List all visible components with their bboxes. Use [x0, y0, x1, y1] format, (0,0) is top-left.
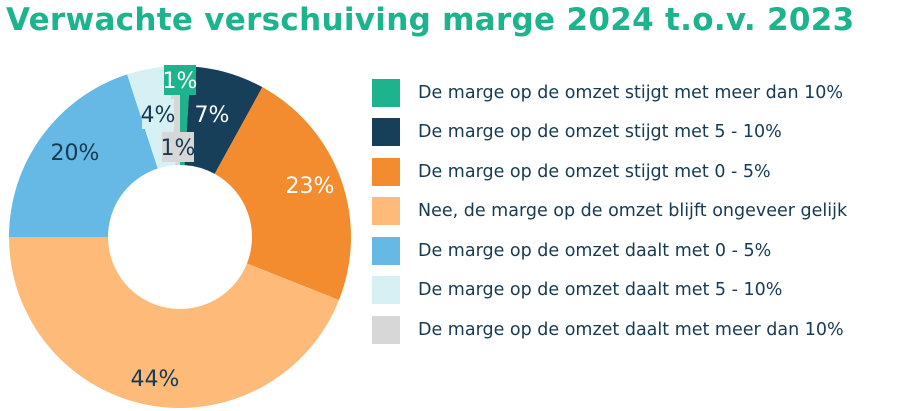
- legend-label: De marge op de omzet daalt met 0 - 5%: [418, 240, 772, 261]
- legend-item: Nee, de marge op de omzet blijft ongevee…: [372, 192, 847, 232]
- data-label: 1%: [163, 69, 198, 94]
- legend-swatch: [372, 118, 400, 147]
- legend-item: De marge op de omzet stijgt met 0 - 5%: [372, 152, 847, 192]
- legend-item: De marge op de omzet daalt met meer dan …: [372, 310, 847, 350]
- data-label-box: [164, 65, 196, 95]
- slice-3: [8, 237, 339, 409]
- data-label: 7%: [195, 103, 230, 128]
- slice-2: [214, 87, 352, 300]
- legend-swatch: [372, 157, 400, 186]
- legend-swatch: [372, 276, 400, 305]
- legend-label: De marge op de omzet stijgt met 0 - 5%: [418, 161, 771, 182]
- chart-title: Verwachte verschuiving marge 2024 t.o.v.…: [6, 2, 855, 38]
- legend-label: De marge op de omzet stijgt met meer dan…: [418, 82, 844, 103]
- legend-swatch: [372, 197, 400, 226]
- slice-1: [184, 66, 263, 174]
- data-label-box: [142, 99, 174, 129]
- slice-4: [9, 74, 158, 237]
- data-label: 1%: [161, 136, 196, 161]
- data-label: 44%: [131, 367, 180, 392]
- legend-swatch: [372, 315, 400, 344]
- legend-label: De marge op de omzet stijgt met 5 - 10%: [418, 122, 782, 143]
- data-label: 20%: [51, 141, 100, 166]
- legend-swatch: [372, 78, 400, 107]
- legend-item: De marge op de omzet daalt met 0 - 5%: [372, 231, 847, 271]
- legend-item: De marge op de omzet daalt met 5 - 10%: [372, 271, 847, 311]
- legend-swatch: [372, 236, 400, 265]
- legend-label: Nee, de marge op de omzet blijft ongevee…: [418, 201, 848, 222]
- legend: De marge op de omzet stijgt met meer dan…: [372, 73, 847, 350]
- legend-item: De marge op de omzet stijgt met meer dan…: [372, 73, 847, 113]
- legend-item: De marge op de omzet stijgt met 5 - 10%: [372, 113, 847, 153]
- data-label: 23%: [286, 174, 335, 199]
- donut-chart: 1% 7% 23% 44% 20% 4% 1%: [8, 65, 352, 409]
- data-label: 4%: [141, 103, 176, 128]
- legend-label: De marge op de omzet daalt met 5 - 10%: [418, 280, 783, 301]
- legend-label: De marge op de omzet daalt met meer dan …: [418, 319, 844, 340]
- data-label-box: [162, 132, 194, 162]
